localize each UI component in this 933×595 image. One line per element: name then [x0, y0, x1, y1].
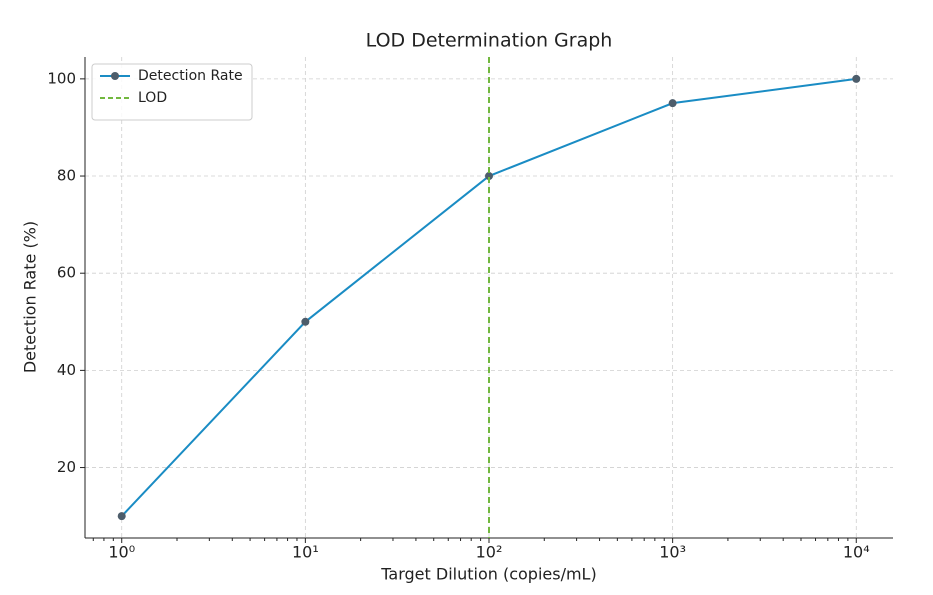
- y-tick-label: 60: [57, 264, 76, 282]
- y-axis-label: Detection Rate (%): [21, 221, 40, 373]
- y-tick-label: 40: [57, 361, 76, 379]
- x-tick-label: 10⁰: [108, 543, 135, 562]
- data-point: [301, 317, 310, 326]
- data-point: [852, 74, 861, 83]
- y-tick-label: 20: [57, 458, 76, 476]
- y-tick-label: 80: [57, 167, 76, 185]
- x-tick-label: 10³: [659, 543, 686, 562]
- legend-box: [91, 63, 253, 121]
- x-axis-label: Target Dilution (copies/mL): [380, 565, 596, 584]
- legend-label: Detection Rate: [138, 68, 243, 84]
- legend-marker: [111, 72, 119, 80]
- x-tick-label: 10¹: [292, 543, 319, 562]
- x-tick-label: 10²: [476, 543, 503, 562]
- x-tick-label: 10⁴: [843, 543, 870, 562]
- data-point: [668, 99, 677, 108]
- data-point: [117, 512, 126, 521]
- legend-label: LOD: [138, 90, 167, 106]
- chart-title: LOD Determination Graph: [366, 30, 613, 52]
- data-point: [484, 172, 493, 181]
- y-tick-label: 100: [47, 69, 76, 87]
